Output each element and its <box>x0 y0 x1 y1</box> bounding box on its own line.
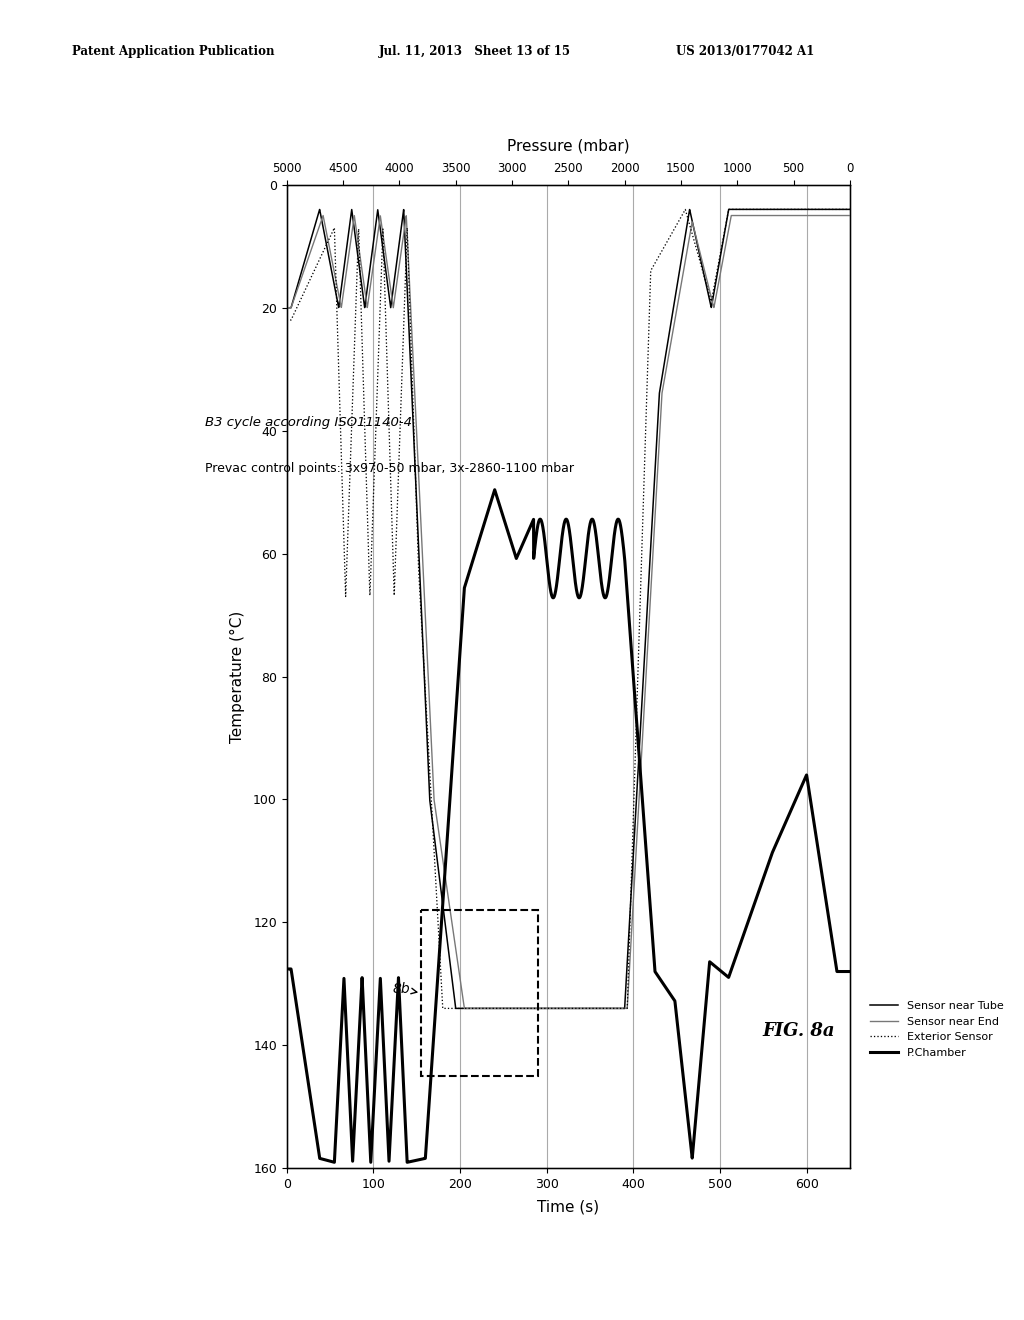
Text: Patent Application Publication: Patent Application Publication <box>72 45 274 58</box>
Text: FIG. 8a: FIG. 8a <box>763 1022 835 1040</box>
Text: US 2013/0177042 A1: US 2013/0177042 A1 <box>676 45 814 58</box>
X-axis label: Time (s): Time (s) <box>538 1200 599 1214</box>
Text: B3 cycle according ISO11140-4: B3 cycle according ISO11140-4 <box>205 416 412 429</box>
Legend: Sensor near Tube, Sensor near End, Exterior Sensor, P.Chamber: Sensor near Tube, Sensor near End, Exter… <box>866 997 1009 1063</box>
Y-axis label: Temperature (°C): Temperature (°C) <box>229 610 245 743</box>
Bar <box>421 909 538 1076</box>
Text: 8b: 8b <box>393 982 417 997</box>
Text: Prevac control points: 3x970-50 mbar, 3x-2860-1100 mbar: Prevac control points: 3x970-50 mbar, 3x… <box>205 462 573 475</box>
X-axis label: Pressure (mbar): Pressure (mbar) <box>507 139 630 154</box>
Text: Jul. 11, 2013   Sheet 13 of 15: Jul. 11, 2013 Sheet 13 of 15 <box>379 45 571 58</box>
